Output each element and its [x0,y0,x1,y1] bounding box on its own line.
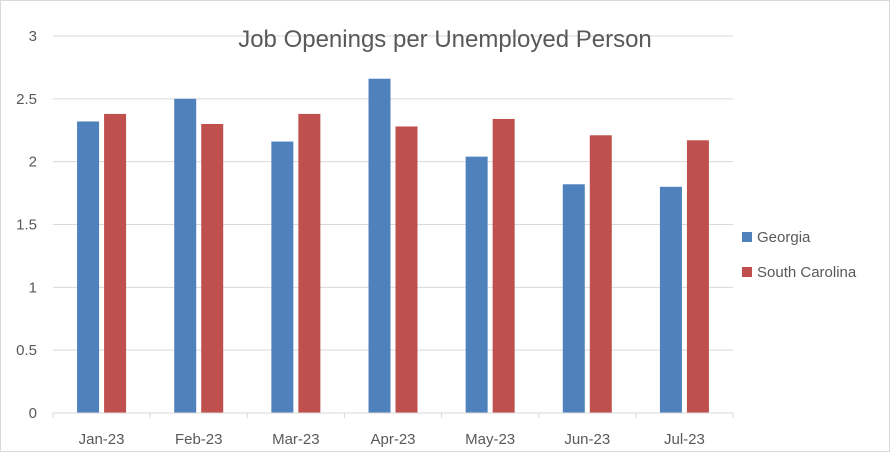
bar-south-carolina [395,126,418,413]
bar-georgia [77,121,100,413]
y-tick-label: 1 [29,279,37,296]
y-tick-label: 0.5 [16,342,37,359]
legend: Georgia South Carolina [742,229,857,281]
x-tick-label: Mar-23 [272,431,320,448]
x-tick-label: Jan-23 [79,431,125,448]
x-tick-label: Jun-23 [564,431,610,448]
x-axis-ticks: Jan-23 Feb-23 Mar-23 Apr-23 May-23 Jun-23 Jul-… [52,413,734,448]
bar-south-carolina [492,118,515,413]
y-tick-label: 3 [29,28,37,45]
y-tick-label: 0 [29,405,37,422]
y-tick-label: 2 [29,154,37,171]
bar-south-carolina [104,113,127,413]
gridlines [53,35,733,351]
bar-south-carolina [298,113,321,413]
bar-georgia [271,141,294,413]
bar-georgia [659,186,682,413]
bar-georgia [562,184,585,413]
bar-georgia [368,78,391,413]
bar-georgia [174,98,197,413]
legend-label: South Carolina [757,264,857,281]
legend-swatch [742,232,752,242]
x-tick-label: May-23 [465,431,515,448]
bar-south-carolina [589,135,612,413]
legend-swatch [742,267,752,277]
x-tick-label: Jul-23 [664,431,705,448]
x-tick-label: Feb-23 [175,431,223,448]
y-tick-label: 2.5 [16,91,37,108]
chart-title: Job Openings per Unemployed Person [238,26,652,53]
bars [77,78,709,413]
bar-georgia [465,156,488,413]
x-tick-label: Apr-23 [370,431,415,448]
y-axis-ticks: 0 0.5 1 1.5 2 2.5 3 [16,28,37,422]
bar-south-carolina [201,123,224,413]
y-tick-label: 1.5 [16,217,37,234]
bar-south-carolina [686,140,709,413]
legend-label: Georgia [757,229,811,246]
